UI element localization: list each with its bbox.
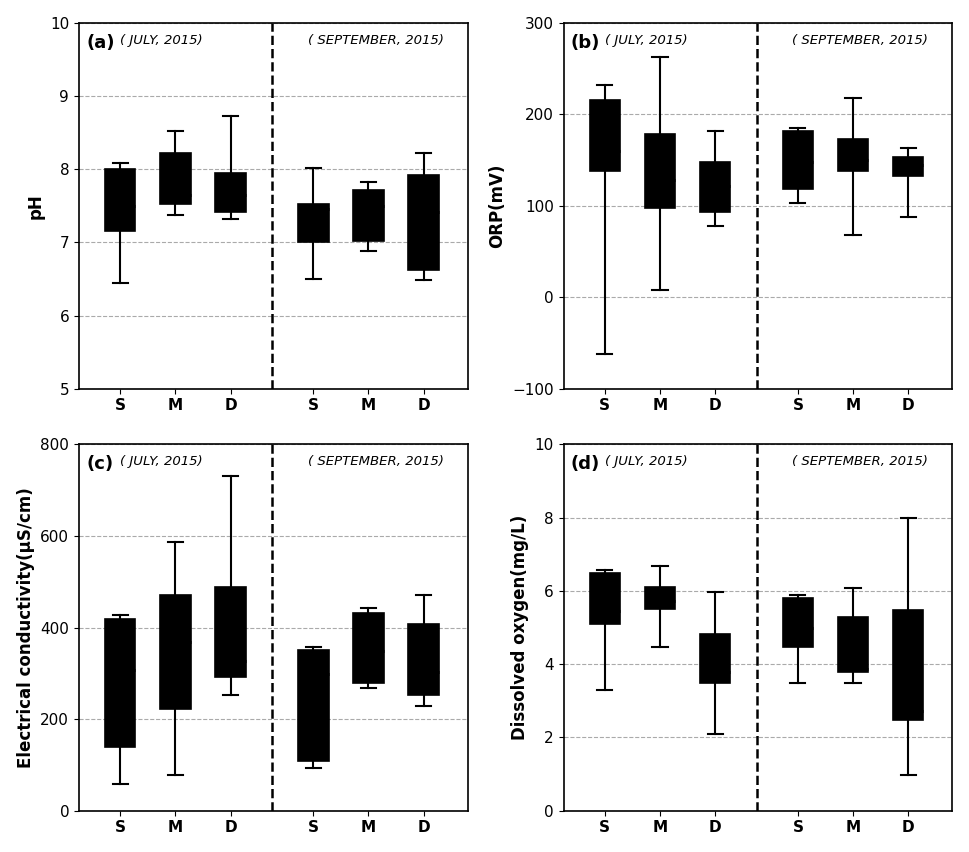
PathPatch shape — [354, 613, 384, 683]
Text: ( JULY, 2015): ( JULY, 2015) — [605, 33, 687, 47]
PathPatch shape — [298, 204, 328, 242]
Text: (d): (d) — [571, 456, 600, 474]
Text: (b): (b) — [571, 33, 600, 52]
PathPatch shape — [700, 162, 731, 212]
Text: (a): (a) — [86, 33, 114, 52]
PathPatch shape — [409, 624, 439, 695]
PathPatch shape — [215, 173, 246, 211]
PathPatch shape — [590, 101, 620, 171]
PathPatch shape — [783, 130, 813, 189]
PathPatch shape — [160, 595, 191, 709]
Y-axis label: ORP(mV): ORP(mV) — [488, 164, 507, 248]
PathPatch shape — [106, 619, 136, 747]
Text: (c): (c) — [86, 456, 113, 474]
Text: ( JULY, 2015): ( JULY, 2015) — [605, 456, 687, 469]
PathPatch shape — [838, 139, 868, 171]
PathPatch shape — [893, 158, 923, 176]
Text: ( SEPTEMBER, 2015): ( SEPTEMBER, 2015) — [308, 33, 444, 47]
PathPatch shape — [838, 618, 868, 672]
Text: ( SEPTEMBER, 2015): ( SEPTEMBER, 2015) — [793, 33, 928, 47]
PathPatch shape — [106, 169, 136, 232]
PathPatch shape — [215, 587, 246, 677]
Text: ( JULY, 2015): ( JULY, 2015) — [120, 456, 203, 469]
Y-axis label: Electrical conductivity(μS/cm): Electrical conductivity(μS/cm) — [16, 487, 35, 768]
PathPatch shape — [160, 153, 191, 204]
Text: ( SEPTEMBER, 2015): ( SEPTEMBER, 2015) — [308, 456, 444, 469]
PathPatch shape — [893, 610, 923, 720]
PathPatch shape — [644, 135, 675, 208]
PathPatch shape — [354, 190, 384, 241]
PathPatch shape — [298, 649, 328, 761]
PathPatch shape — [590, 573, 620, 624]
PathPatch shape — [700, 634, 731, 683]
Text: ( SEPTEMBER, 2015): ( SEPTEMBER, 2015) — [793, 456, 928, 469]
Text: ( JULY, 2015): ( JULY, 2015) — [120, 33, 203, 47]
PathPatch shape — [644, 586, 675, 608]
Y-axis label: pH: pH — [26, 193, 45, 219]
PathPatch shape — [409, 175, 439, 270]
PathPatch shape — [783, 597, 813, 647]
Y-axis label: Dissolved oxygen(mg/L): Dissolved oxygen(mg/L) — [511, 515, 529, 740]
